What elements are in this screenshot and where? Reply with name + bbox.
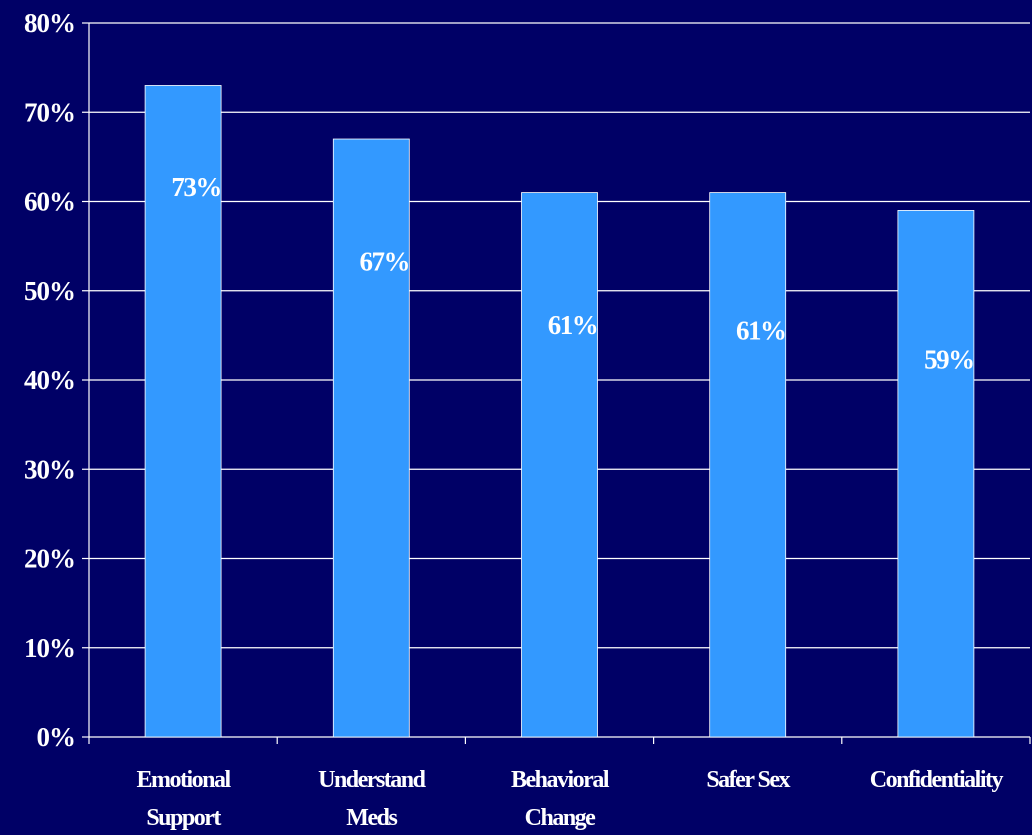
data-labels: 73% 67% 61% 61% 59% <box>171 172 975 374</box>
data-label: 61% <box>548 310 598 340</box>
x-tick-label: Emotional Support <box>137 767 232 831</box>
data-label: 73% <box>171 172 221 202</box>
y-tick-label: 50% <box>24 276 75 306</box>
x-tick-label: Confidentiality <box>870 767 1004 793</box>
y-tick-label: 80% <box>24 8 75 38</box>
y-tick-label: 60% <box>24 187 75 217</box>
y-tick-label: 20% <box>24 544 75 574</box>
y-tick-label: 10% <box>24 633 75 663</box>
data-label: 67% <box>360 247 410 277</box>
x-tick-labels: Emotional Support Understand Meds Behavioral… <box>137 767 1005 831</box>
bar <box>709 192 787 738</box>
data-label: 59% <box>924 344 974 374</box>
data-label: 61% <box>736 316 786 346</box>
y-tick-labels: 0% 10% 20% 30% 40% 50% 60% 70% 80% <box>24 8 76 752</box>
y-tick-label: 40% <box>24 365 75 395</box>
y-tick-label: 30% <box>24 454 75 484</box>
bar <box>144 85 222 738</box>
bar <box>332 138 410 738</box>
bars <box>144 85 975 738</box>
y-tick-label: 70% <box>24 97 75 127</box>
y-tick-label: 0% <box>37 722 76 752</box>
x-tick-label: Safer Sex <box>706 767 790 793</box>
bar <box>521 192 598 738</box>
bar <box>897 210 975 738</box>
x-tick-label: Behavioral Change <box>511 767 610 831</box>
x-tick-label: Understand Meds <box>318 767 427 831</box>
